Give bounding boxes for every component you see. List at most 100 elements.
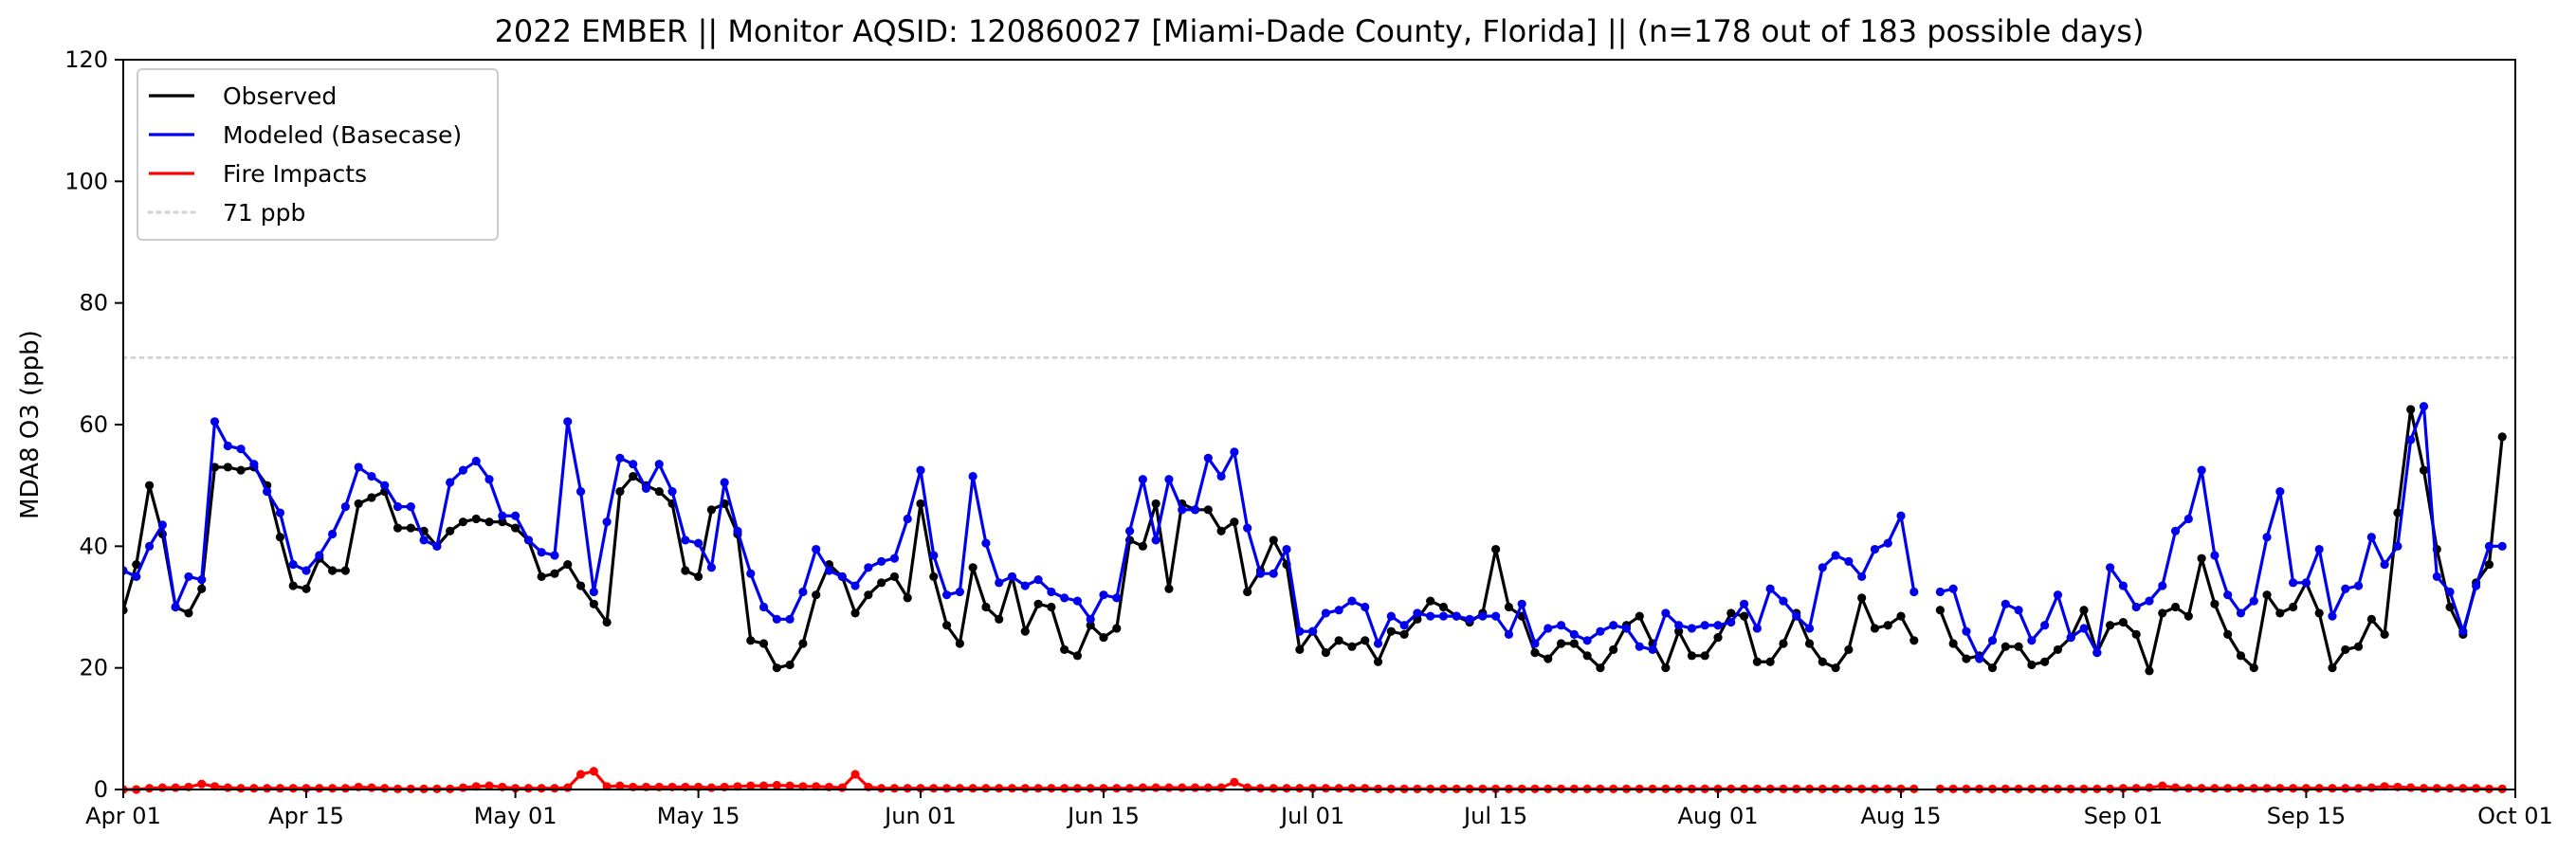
data-point xyxy=(197,575,207,585)
data-point xyxy=(629,471,638,481)
data-point xyxy=(2183,514,2193,524)
data-point xyxy=(123,566,128,575)
data-point xyxy=(629,460,638,469)
data-point xyxy=(837,572,847,582)
data-point xyxy=(1020,626,1030,636)
data-point xyxy=(2053,590,2063,600)
data-point xyxy=(563,783,573,792)
legend: Observed Modeled (Basecase) Fire Impacts 71… xyxy=(137,68,499,241)
data-point xyxy=(301,784,311,793)
data-point xyxy=(406,523,415,533)
data-point xyxy=(327,566,338,575)
data-point xyxy=(1203,505,1213,515)
data-point xyxy=(1399,629,1409,639)
data-point xyxy=(1804,624,1815,633)
data-point xyxy=(236,445,246,454)
data-point xyxy=(1426,596,1435,606)
y-tick-label: 40 xyxy=(79,533,108,559)
data-point xyxy=(1178,783,1187,792)
data-point xyxy=(2079,606,2089,615)
data-point xyxy=(812,544,821,554)
data-point xyxy=(1230,447,1239,457)
data-point xyxy=(1752,624,1762,633)
data-point xyxy=(968,784,977,793)
data-point xyxy=(2353,581,2364,590)
data-point xyxy=(380,481,390,490)
data-point xyxy=(1582,651,1592,661)
data-point xyxy=(1426,611,1435,621)
data-point xyxy=(2393,508,2402,517)
data-point xyxy=(589,587,598,597)
data-point xyxy=(641,483,651,493)
data-point xyxy=(1596,663,1605,673)
data-point xyxy=(746,636,756,645)
data-point xyxy=(367,783,376,792)
data-point xyxy=(2027,636,2037,645)
data-point xyxy=(2380,559,2389,570)
x-tick-label: Apr 01 xyxy=(85,803,161,829)
data-point xyxy=(1857,593,1867,603)
data-point xyxy=(249,784,259,793)
data-point xyxy=(995,784,1004,793)
data-point xyxy=(2197,465,2206,475)
data-point xyxy=(2053,644,2063,655)
data-point xyxy=(733,526,742,535)
data-point xyxy=(1609,621,1618,630)
data-point xyxy=(2158,781,2167,790)
data-point xyxy=(2262,590,2272,600)
data-point xyxy=(1373,657,1383,666)
data-point xyxy=(523,784,533,793)
y-tick-label: 60 xyxy=(79,411,108,438)
data-point xyxy=(2472,581,2481,590)
data-point xyxy=(785,614,795,624)
data-point xyxy=(288,559,298,570)
data-point xyxy=(1243,783,1252,792)
plot-area xyxy=(121,355,2517,794)
data-point xyxy=(1739,611,1749,621)
data-point xyxy=(1935,606,1945,615)
data-point xyxy=(706,505,717,515)
data-point xyxy=(1138,475,1147,484)
data-point xyxy=(1438,611,1449,621)
data-point xyxy=(1060,593,1069,603)
data-point xyxy=(1138,783,1147,792)
data-point xyxy=(615,486,625,497)
data-point xyxy=(1047,602,1056,612)
data-point xyxy=(758,781,769,790)
x-tick-label: May 15 xyxy=(657,803,740,829)
data-point xyxy=(484,517,494,527)
data-point xyxy=(2314,608,2324,618)
data-point xyxy=(1308,784,1318,793)
data-point xyxy=(1243,523,1252,533)
data-point xyxy=(1569,629,1579,639)
data-point xyxy=(2236,784,2246,793)
data-point xyxy=(1361,636,1370,645)
data-point xyxy=(275,508,285,517)
data-point xyxy=(1792,611,1801,621)
data-point xyxy=(1491,544,1501,554)
data-point xyxy=(432,541,442,551)
data-point xyxy=(1072,596,1083,606)
data-point xyxy=(1308,626,1318,636)
data-point xyxy=(2275,784,2285,793)
data-point xyxy=(1151,499,1160,509)
data-point xyxy=(785,660,795,670)
data-point xyxy=(2145,666,2154,676)
data-point xyxy=(367,493,376,502)
data-point xyxy=(889,554,900,563)
data-point xyxy=(2014,642,2023,651)
data-point xyxy=(1831,551,1840,560)
data-point xyxy=(393,502,403,512)
data-point xyxy=(1609,644,1618,655)
data-point xyxy=(1739,599,1749,608)
data-point xyxy=(1883,538,1892,548)
data-point xyxy=(2106,621,2115,630)
data-point xyxy=(1399,621,1409,630)
data-point xyxy=(2366,533,2376,542)
data-point xyxy=(2393,541,2402,551)
data-point xyxy=(1962,654,1971,663)
data-point xyxy=(327,529,338,539)
data-point xyxy=(2289,578,2298,588)
data-point xyxy=(877,556,886,566)
data-point xyxy=(458,783,468,792)
